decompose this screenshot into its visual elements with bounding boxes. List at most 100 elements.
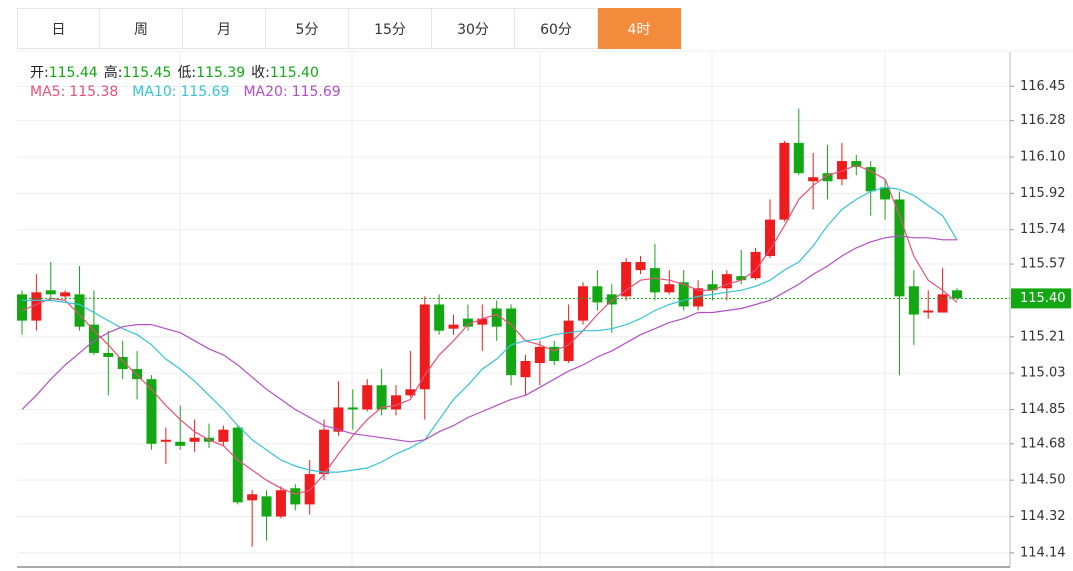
y-tick-label: 116.45 (1020, 79, 1066, 94)
info-value: 115.40 (269, 65, 319, 81)
candle-body (88, 324, 99, 353)
candle-body (117, 356, 128, 370)
candle-body (175, 441, 186, 446)
candle-body (635, 262, 646, 271)
y-tick-label: 115.57 (1020, 257, 1066, 272)
y-tick-label: 114.14 (1020, 545, 1066, 560)
candle-body (534, 346, 545, 364)
info-value: 115.39 (196, 65, 246, 81)
candle-body (391, 395, 401, 410)
candle-body (563, 320, 574, 361)
candle-body (146, 379, 157, 444)
y-tick-label: 115.74 (1020, 222, 1066, 237)
candle-body (333, 407, 344, 432)
candle-body (189, 437, 200, 442)
candle-body (693, 288, 704, 307)
candle-body (304, 474, 315, 505)
candle-body (45, 290, 56, 295)
candle-body (721, 274, 732, 289)
candle-body (621, 262, 632, 297)
y-tick-label: 114.50 (1020, 473, 1066, 488)
y-tick-label: 114.32 (1020, 509, 1066, 524)
candle-body (275, 490, 286, 517)
candle-body (765, 219, 775, 256)
candle-body (649, 268, 660, 293)
candle-body (865, 167, 876, 192)
tab[interactable]: 15分 (349, 8, 432, 49)
candle-body (520, 361, 531, 378)
tab-bar: 日周月 5分 15分 30分 60分 4时 (17, 8, 681, 50)
candle-body (822, 173, 833, 182)
ma-line (22, 186, 958, 473)
y-tick-label: 115.92 (1020, 186, 1066, 201)
candle-body (606, 294, 617, 305)
y-tick-label: 114.68 (1020, 436, 1066, 451)
candle-body (592, 286, 603, 303)
candle-body (419, 304, 430, 390)
candle-body (247, 494, 258, 501)
candle-body (17, 294, 27, 321)
info-label: 高: (103, 65, 123, 81)
candle-body (232, 427, 243, 503)
candle-body (491, 308, 502, 327)
info-label: 开: (30, 65, 49, 81)
candle-body (290, 488, 301, 505)
candle-body (923, 310, 934, 313)
candle-body (851, 161, 862, 168)
legend-label: MA10: (132, 84, 177, 100)
tab[interactable]: 60分 (515, 8, 598, 49)
candle-body (736, 276, 747, 281)
candle-body (31, 292, 42, 321)
tab[interactable]: 月 (183, 8, 266, 49)
info-value: 115.44 (48, 65, 98, 81)
candle-body (362, 385, 373, 410)
candle-body (434, 304, 445, 331)
candle-body (880, 187, 891, 200)
tab[interactable]: 30分 (432, 8, 515, 49)
tab[interactable]: 周 (100, 8, 183, 49)
candle-body (60, 292, 71, 297)
legend-label: MA5: (30, 84, 66, 100)
tab[interactable]: 5分 (266, 8, 349, 49)
candle-body (894, 199, 905, 297)
candle-body (74, 294, 85, 327)
candle-body (750, 251, 761, 279)
candle-body (448, 324, 459, 329)
last-price-box (1011, 288, 1071, 309)
ohlc-info: 开:115.44 高:115.45 低:115.39 收:115.40 (30, 62, 325, 82)
candle-body (462, 318, 473, 327)
candle-body (347, 407, 358, 410)
candle-body (218, 429, 229, 442)
candle-body (937, 294, 948, 313)
candle-body (506, 308, 517, 376)
candle-body (319, 429, 330, 475)
candle-body (779, 142, 790, 220)
candle-body (836, 161, 847, 180)
y-tick-label: 115.21 (1020, 329, 1066, 344)
y-tick-label: 116.10 (1020, 150, 1066, 165)
tab[interactable]: 日 (17, 8, 100, 49)
candle-body (952, 290, 962, 299)
candle-body (405, 389, 416, 396)
info-label: 低: (177, 65, 197, 81)
ma-legend: MA5: 115.38 MA10: 115.69 MA20: 115.69 (30, 84, 355, 100)
candle-body (793, 142, 804, 174)
ma-line (21, 164, 958, 495)
legend-value: 115.69 (180, 84, 230, 100)
y-tick-label: 114.85 (1020, 402, 1066, 417)
candle-body (261, 496, 272, 517)
candle-body (578, 286, 588, 321)
candle-body (664, 284, 675, 293)
candle-body (477, 318, 488, 325)
candle-body (132, 369, 143, 380)
ma-line (21, 235, 957, 443)
candle-body (707, 284, 718, 291)
y-tick-label: 115.03 (1020, 366, 1066, 381)
candle-body (103, 352, 114, 357)
candle-body (678, 282, 689, 307)
info-value: 115.45 (122, 65, 172, 81)
tab[interactable]: 4时 (598, 8, 681, 49)
candle-body (908, 286, 919, 315)
